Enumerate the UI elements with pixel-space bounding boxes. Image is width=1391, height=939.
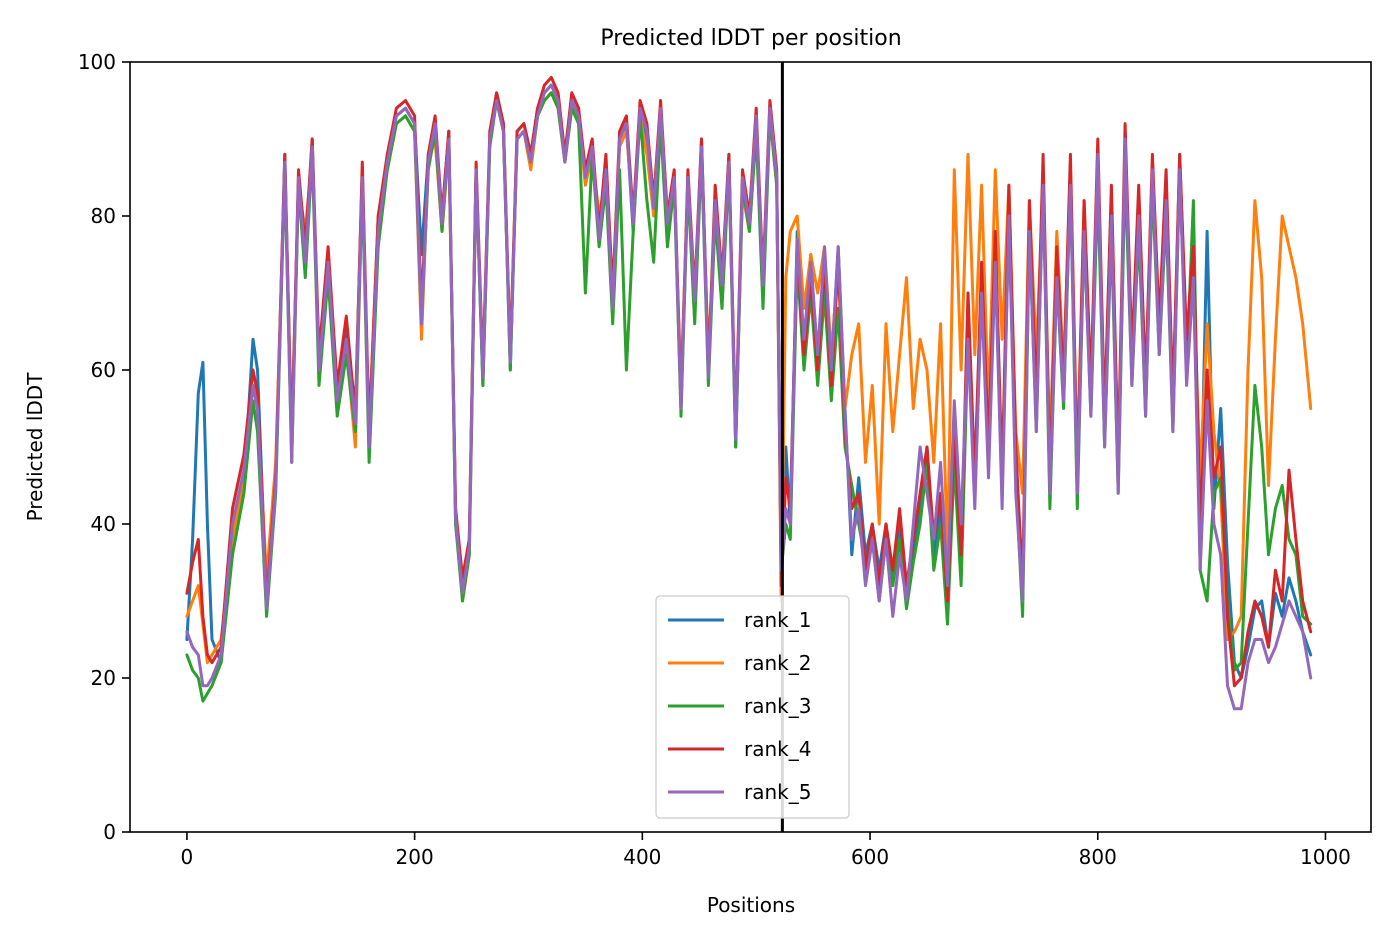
y-tick-label: 80 <box>91 204 116 228</box>
legend-label-rank-5: rank_5 <box>744 780 811 804</box>
x-axis: 0 200 400 600 800 1000 <box>181 832 1351 869</box>
x-axis-label: Positions <box>707 893 795 917</box>
x-tick-label: 0 <box>181 845 194 869</box>
y-tick-label: 20 <box>91 666 116 690</box>
y-tick-label: 60 <box>91 358 116 382</box>
legend: rank_1 rank_2 rank_3 rank_4 rank_5 <box>655 595 850 819</box>
y-tick-label: 40 <box>91 512 116 536</box>
legend-label-rank-3: rank_3 <box>744 694 811 718</box>
x-tick-label: 400 <box>623 845 661 869</box>
series-line-rank-5 <box>185 83 1313 711</box>
x-tick-label: 800 <box>1079 845 1117 869</box>
x-tick-label: 200 <box>396 845 434 869</box>
plot-area <box>129 61 1372 833</box>
legend-label-rank-4: rank_4 <box>744 737 811 761</box>
y-axis: 0 20 40 60 80 100 <box>78 50 130 844</box>
y-tick-label: 100 <box>78 50 116 74</box>
axes-frame <box>129 61 1372 833</box>
y-tick-label: 0 <box>103 820 116 844</box>
chart-title: Predicted lDDT per position <box>600 26 901 51</box>
x-tick-label: 1000 <box>1300 845 1351 869</box>
series-layer <box>185 75 1313 711</box>
legend-label-rank-2: rank_2 <box>744 651 811 675</box>
y-axis-label: Predicted lDDT <box>23 372 47 522</box>
legend-label-rank-1: rank_1 <box>744 608 811 632</box>
x-tick-label: 600 <box>851 845 889 869</box>
legend-box <box>655 595 850 819</box>
